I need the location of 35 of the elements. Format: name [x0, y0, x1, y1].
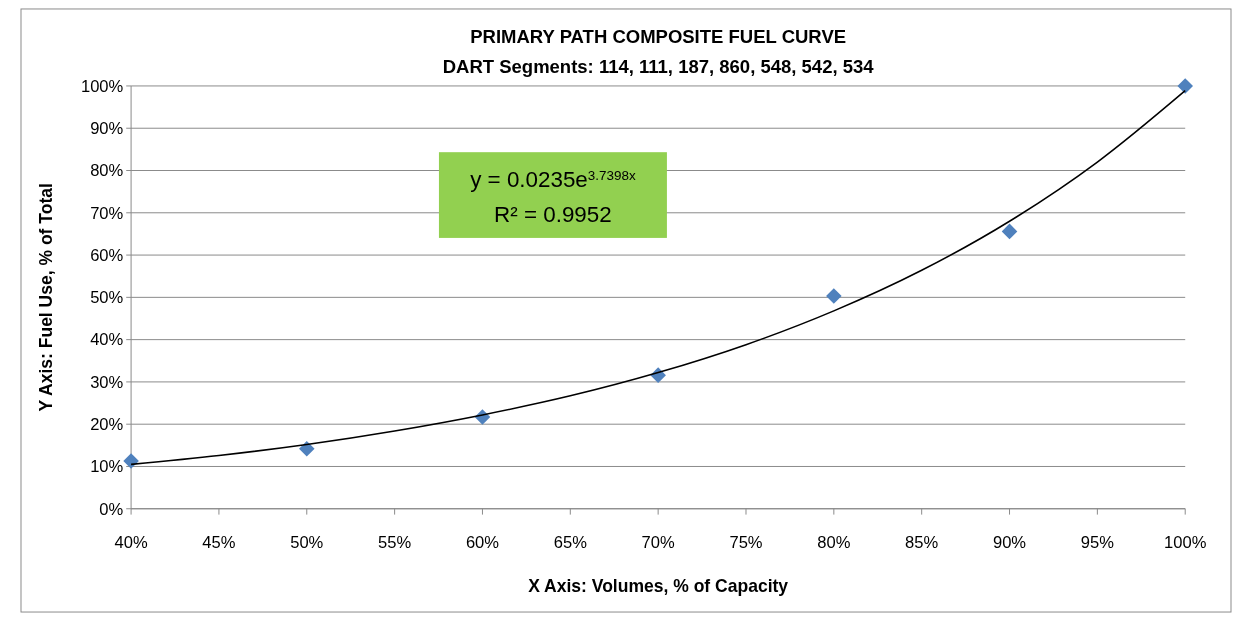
chart-title: PRIMARY PATH COMPOSITE FUEL CURVE: [470, 26, 847, 48]
x-tick-label: 40%: [114, 532, 148, 552]
x-tick-label: 55%: [378, 532, 412, 552]
point: [298, 440, 315, 457]
x-tick-label: 50%: [290, 532, 324, 552]
x-tick-label: 60%: [465, 532, 500, 552]
x-tick-label: 100%: [1164, 532, 1207, 552]
point: [826, 288, 842, 304]
y-tick-label: 10%: [90, 457, 124, 477]
x-tick-label: 90%: [992, 532, 1027, 552]
x-tick-label: 95%: [1080, 532, 1115, 552]
chart-subtitle: DART Segments: 114, 111, 187, 860, 548, 542, 534: [442, 56, 875, 78]
y-tick-label: 80%: [90, 161, 124, 181]
annotation: y = 0.0235e$^{3.7398x}$: [470, 167, 636, 193]
y-axis-title: Y Axis: Fuel Use, % of Total: [36, 183, 57, 412]
y-tick-label: 90%: [90, 119, 124, 139]
annotation: R² = 0.9952: [494, 202, 612, 228]
y-tick-label: 20%: [90, 414, 124, 434]
y-tick-label: 50%: [90, 288, 124, 308]
x-tick-label: 85%: [905, 532, 939, 552]
y-tick-label: 0%: [99, 499, 124, 519]
point: [1177, 78, 1193, 94]
x-tick-label: 70%: [641, 532, 675, 552]
y-tick-label: 60%: [90, 245, 124, 265]
y-tick-label: 30%: [90, 372, 124, 392]
y-tick-label: 70%: [90, 203, 124, 223]
x-tick-label: 75%: [729, 532, 763, 552]
point: [1001, 223, 1018, 240]
x-tick-label: 80%: [817, 532, 851, 552]
x-tick-label: 65%: [553, 532, 588, 552]
x-tick-label: 45%: [202, 532, 236, 552]
y-tick-label: 100%: [80, 76, 124, 96]
point: [123, 453, 139, 469]
x-axis-title: X Axis: Volumes, % of Capacity: [528, 575, 789, 596]
y-tick-label: 40%: [90, 330, 124, 350]
